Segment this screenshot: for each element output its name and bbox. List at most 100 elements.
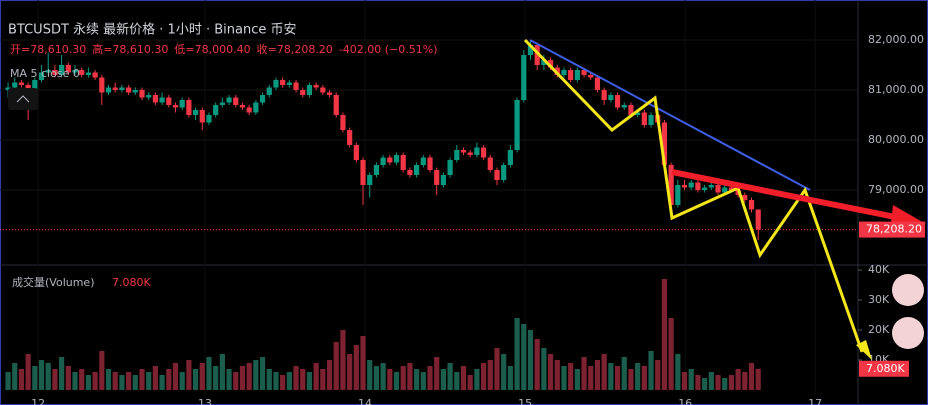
candle-body [608,95,614,100]
candle-body [320,87,326,93]
volume-bar [25,354,31,390]
price-tag-label: 78,208.20 [866,223,922,236]
volume-bar [668,318,674,390]
candle-body [568,70,574,80]
candle-body [159,97,165,103]
ohlc-value: 收=78,208.20 [257,42,333,56]
volume-bar [494,348,500,390]
candle-body [300,90,306,95]
volume-bar [280,375,286,390]
candle-body [588,75,594,78]
volume-bar [333,342,339,390]
volume-bar [353,345,359,390]
volume-bar [79,369,85,390]
volume-title: 成交量(Volume) [12,275,95,289]
candle-body [427,157,433,170]
x-tick-label: 17 [808,397,822,405]
volume-bar [722,378,728,390]
candle-body [514,100,520,150]
candle-body [387,157,393,163]
volume-bar [675,354,681,390]
volume-bar [648,351,654,390]
candle-body [152,95,158,103]
candle-body [434,170,440,185]
volume-bar [233,372,239,390]
volume-bar [119,375,125,390]
x-tick-label: 14 [358,397,372,405]
volume-value: 7.080K [112,276,151,289]
volume-bar [501,354,507,390]
volume-bar [360,336,366,390]
volume-bar [347,354,353,390]
volume-bar [695,375,701,390]
volume-bar [313,363,319,390]
volume-bar [5,372,11,390]
candle-body [541,60,547,65]
collapse-button[interactable] [8,88,38,110]
candle-body [226,97,232,103]
volume-bar [300,369,306,390]
volume-bar [253,360,259,390]
candle-body [581,70,587,75]
candle-body [213,105,219,115]
volume-bar [554,360,560,390]
candle-body [454,150,460,160]
volume-bar [340,330,346,390]
volume-bar [186,360,192,390]
collapse-icon [16,95,30,103]
volume-bar [400,366,406,390]
volume-bar [112,372,118,390]
volume-bar [226,369,232,390]
volume-bar [581,357,587,390]
candle-body [266,87,272,95]
candle-body [32,80,38,93]
candle-body [293,82,299,90]
volume-bar [588,366,594,390]
candle-body [259,95,266,103]
tool-button[interactable] [892,317,924,349]
volume-bar [688,369,694,390]
ohlc-value: 低=78,000.40 [174,43,250,56]
volume-bar [172,363,179,390]
volume-bar [507,366,513,390]
trend-line [529,39,811,191]
candle-body [742,195,748,200]
y-tick-label: 82,000.00 [868,33,924,46]
volume-bar [65,366,71,390]
candle-body [407,170,413,175]
candle-body [280,80,286,85]
volume-bar [85,375,92,390]
candle-body [273,80,279,88]
candle-body [414,165,420,175]
volume-bar [12,363,18,390]
volume-bar [105,369,112,390]
candle-body [313,85,319,88]
candle-body [447,160,453,175]
candle-body [393,155,400,163]
volume-bar [92,372,98,390]
volume-bar [521,324,527,390]
candle-body [460,150,467,153]
volume-bar [206,357,212,390]
candle-body [628,105,634,115]
candle-body [561,70,567,75]
volume-bar [742,372,748,390]
candle-body [614,95,621,108]
tool-button[interactable] [892,274,924,306]
volume-bar [52,369,58,390]
volume-bar [320,369,326,390]
candle-body [480,147,487,158]
candle-body [474,147,480,155]
volume-bar [420,372,426,390]
volume-bar [434,357,440,390]
volume-tag-label: 7.080K [866,362,905,375]
candle-body [373,165,380,175]
candle-body [306,85,313,95]
x-tick-label: 16 [678,397,692,405]
candle-body [246,107,252,113]
volume-bar [99,351,105,390]
zigzag-path [523,38,864,353]
candle-body [186,100,192,115]
volume-bar [614,366,621,390]
candle-body [353,145,359,160]
